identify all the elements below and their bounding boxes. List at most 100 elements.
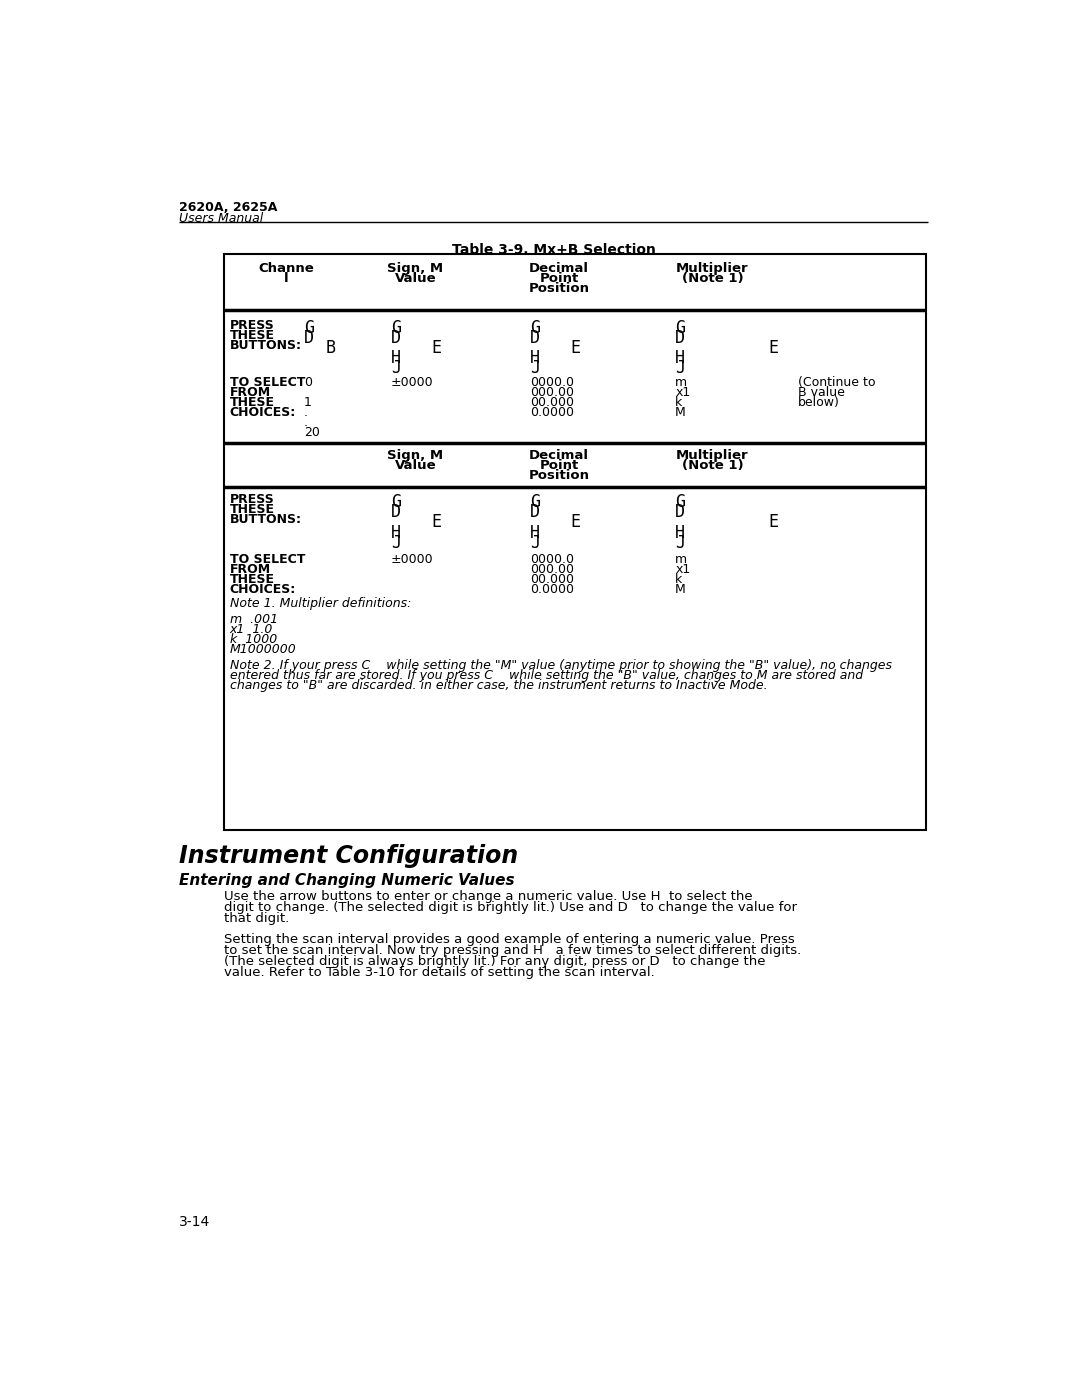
Text: D: D xyxy=(391,328,401,346)
Text: E: E xyxy=(431,513,441,531)
Text: (Note 1): (Note 1) xyxy=(681,271,743,285)
Text: Table 3-9. Mx+B Selection: Table 3-9. Mx+B Selection xyxy=(451,243,656,257)
Text: B: B xyxy=(326,338,336,356)
Text: 20: 20 xyxy=(303,426,320,439)
Text: changes to "B" are discarded. in either case, the instrument returns to Inactive: changes to "B" are discarded. in either … xyxy=(230,679,767,692)
Text: J: J xyxy=(391,534,401,552)
Text: to set the scan interval. Now try pressing and H   a few times to select differe: to set the scan interval. Now try pressi… xyxy=(225,944,801,957)
Text: .: . xyxy=(303,405,308,419)
Text: (Note 1): (Note 1) xyxy=(681,460,743,472)
Text: H: H xyxy=(530,524,540,542)
Text: G: G xyxy=(675,319,685,337)
Text: Position: Position xyxy=(528,469,590,482)
Text: THESE: THESE xyxy=(230,395,274,408)
Text: Multiplier: Multiplier xyxy=(676,261,748,275)
Text: 2620A, 2625A: 2620A, 2625A xyxy=(179,201,278,214)
Text: 0.0000: 0.0000 xyxy=(530,583,575,595)
Text: D: D xyxy=(530,328,540,346)
Text: M: M xyxy=(675,405,686,419)
Text: Setting the scan interval provides a good example of entering a numeric value. P: Setting the scan interval provides a goo… xyxy=(225,933,795,946)
Text: Sign, M: Sign, M xyxy=(388,261,444,275)
Text: Value: Value xyxy=(394,271,436,285)
Text: Note 1. Multiplier definitions:: Note 1. Multiplier definitions: xyxy=(230,598,410,610)
Text: J: J xyxy=(675,534,685,552)
Text: 0.0000: 0.0000 xyxy=(530,405,575,419)
Text: D: D xyxy=(530,503,540,521)
Text: 0: 0 xyxy=(303,376,312,388)
Text: TO SELECT: TO SELECT xyxy=(230,376,305,388)
Text: ±0000: ±0000 xyxy=(391,553,433,566)
Text: Instrument Configuration: Instrument Configuration xyxy=(179,844,518,868)
Text: E: E xyxy=(768,513,779,531)
Text: 0000.0: 0000.0 xyxy=(530,376,575,388)
Text: 00.000: 00.000 xyxy=(530,573,575,585)
Text: M: M xyxy=(675,583,686,595)
Text: G: G xyxy=(303,319,314,337)
Text: m: m xyxy=(675,376,687,388)
Text: D: D xyxy=(391,503,401,521)
Text: (Continue to: (Continue to xyxy=(798,376,875,388)
Text: Point: Point xyxy=(539,271,579,285)
Text: FROM: FROM xyxy=(230,563,271,576)
Text: THESE: THESE xyxy=(230,503,274,517)
Text: FROM: FROM xyxy=(230,386,271,398)
Text: 000.00: 000.00 xyxy=(530,563,575,576)
Text: J: J xyxy=(675,359,685,377)
Text: H: H xyxy=(675,524,685,542)
Text: Users Manual: Users Manual xyxy=(179,211,264,225)
Text: G: G xyxy=(391,493,401,511)
Text: digit to change. (The selected digit is brightly lit.) Use and D   to change the: digit to change. (The selected digit is … xyxy=(225,901,797,914)
Text: J: J xyxy=(530,359,540,377)
Text: m: m xyxy=(675,553,687,566)
Text: G: G xyxy=(391,319,401,337)
Text: BUTTONS:: BUTTONS: xyxy=(230,338,301,352)
Text: x1: x1 xyxy=(675,386,690,398)
Text: B value: B value xyxy=(798,386,845,398)
Text: Position: Position xyxy=(528,282,590,295)
Text: x1: x1 xyxy=(675,563,690,576)
Text: ±0000: ±0000 xyxy=(391,376,433,388)
Text: 000.00: 000.00 xyxy=(530,386,575,398)
Text: E: E xyxy=(431,338,441,356)
Bar xyxy=(225,254,926,830)
Text: 1: 1 xyxy=(303,395,312,408)
Text: 3-14: 3-14 xyxy=(179,1215,211,1229)
Text: E: E xyxy=(768,338,779,356)
Text: value. Refer to Table 3-10 for details of setting the scan interval.: value. Refer to Table 3-10 for details o… xyxy=(225,967,654,979)
Text: J: J xyxy=(391,359,401,377)
Text: BUTTONS:: BUTTONS: xyxy=(230,513,301,527)
Text: J: J xyxy=(530,534,540,552)
Text: 00.000: 00.000 xyxy=(530,395,575,408)
Text: D: D xyxy=(675,328,685,346)
Text: G: G xyxy=(675,493,685,511)
Text: entered thus far are stored. If you press C    while setting the "B" value, chan: entered thus far are stored. If you pres… xyxy=(230,669,863,682)
Text: Use the arrow buttons to enter or change a numeric value. Use H  to select the: Use the arrow buttons to enter or change… xyxy=(225,890,753,902)
Text: x1  1.0: x1 1.0 xyxy=(230,623,273,636)
Text: H: H xyxy=(530,349,540,367)
Text: TO SELECT: TO SELECT xyxy=(230,553,305,566)
Text: THESE: THESE xyxy=(230,328,274,342)
Text: H: H xyxy=(391,524,401,542)
Text: (The selected digit is always brightly lit.) For any digit, press or D   to chan: (The selected digit is always brightly l… xyxy=(225,956,766,968)
Text: Decimal: Decimal xyxy=(529,261,589,275)
Text: .: . xyxy=(303,415,308,429)
Text: CHOICES:: CHOICES: xyxy=(230,583,296,595)
Text: that digit.: that digit. xyxy=(225,912,289,925)
Text: Multiplier: Multiplier xyxy=(676,450,748,462)
Text: CHOICES:: CHOICES: xyxy=(230,405,296,419)
Text: G: G xyxy=(530,319,540,337)
Text: k  1000: k 1000 xyxy=(230,633,276,645)
Text: H: H xyxy=(675,349,685,367)
Text: PRESS: PRESS xyxy=(230,493,274,506)
Text: H: H xyxy=(391,349,401,367)
Text: M1000000: M1000000 xyxy=(230,643,296,655)
Text: Note 2. If your press C    while setting the "M" value (anytime prior to showing: Note 2. If your press C while setting th… xyxy=(230,659,892,672)
Text: Entering and Changing Numeric Values: Entering and Changing Numeric Values xyxy=(179,873,515,888)
Text: E: E xyxy=(570,338,581,356)
Text: below): below) xyxy=(798,395,839,408)
Text: PRESS: PRESS xyxy=(230,319,274,331)
Text: m  .001: m .001 xyxy=(230,613,278,626)
Text: E: E xyxy=(570,513,581,531)
Text: k: k xyxy=(675,573,683,585)
Text: Value: Value xyxy=(394,460,436,472)
